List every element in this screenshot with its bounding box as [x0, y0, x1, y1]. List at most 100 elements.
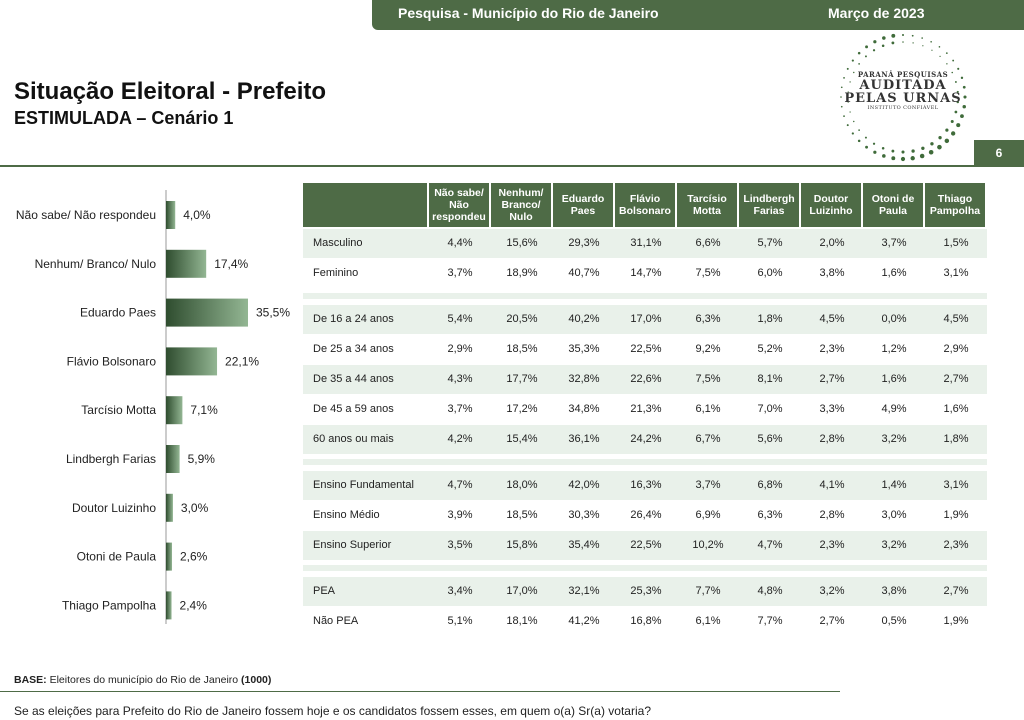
table-row: Ensino Médio 3,9% 18,5% 30,3% 26,4% 6,9% 6,3% 2… [303, 501, 987, 530]
table-cell: 18,0% [506, 479, 538, 491]
category-label: Lindbergh Farias [66, 452, 156, 466]
row-label: Ensino Superior [313, 539, 392, 551]
table-cell: 32,1% [568, 585, 600, 597]
table-cell: 4,5% [943, 313, 969, 325]
table-cell: 41,2% [568, 615, 600, 627]
row-label: Feminino [313, 267, 359, 279]
row-label: De 16 a 24 anos [313, 313, 394, 325]
row-label: Ensino Médio [313, 509, 380, 521]
table-cell: 32,8% [568, 373, 600, 385]
table-cell: 3,2% [819, 585, 845, 597]
table-cell: 30,3% [568, 509, 600, 521]
logo-dot [931, 49, 933, 51]
table-cell: 18,5% [506, 509, 538, 521]
table-cell: 1,5% [943, 237, 969, 249]
logo-dot-ring [840, 33, 967, 162]
logo-dot [928, 149, 934, 155]
table-cell: 6,0% [757, 267, 783, 279]
table-cell: 4,7% [757, 539, 783, 551]
logo-dot [901, 150, 905, 154]
table-cell: 5,1% [447, 615, 473, 627]
column-header: Flávio Bolsonaro [615, 183, 675, 227]
table-cell: 2,7% [943, 585, 969, 597]
table-cell: 1,4% [881, 479, 907, 491]
row-label: De 25 a 34 anos [313, 343, 394, 355]
logo-dot [851, 59, 854, 62]
logo-dot [840, 96, 842, 98]
logo-dot [865, 45, 868, 49]
value-label: 7,1% [190, 403, 218, 417]
page-number: 6 [974, 140, 1024, 167]
bar [166, 445, 180, 473]
table-cell: 15,4% [506, 433, 538, 445]
table-cell: 3,7% [447, 403, 473, 415]
table-cell: 2,0% [819, 237, 845, 249]
table-cell: 1,9% [943, 509, 969, 521]
survey-question: Se as eleições para Prefeito do Rio de J… [14, 704, 651, 718]
row-label: Ensino Fundamental [313, 479, 414, 491]
bar [166, 591, 172, 620]
table-cell: 4,2% [447, 433, 473, 445]
table-cell: 29,3% [568, 237, 600, 249]
table-cell: 3,8% [819, 267, 845, 279]
logo-dot [882, 36, 886, 40]
table-cell: 6,8% [757, 479, 783, 491]
table-cell: 14,7% [630, 267, 662, 279]
table-cell: 35,3% [568, 343, 600, 355]
table-cell: 9,2% [695, 343, 721, 355]
table-cell: 1,8% [943, 433, 969, 445]
table-cell: 3,7% [695, 479, 721, 491]
table-cell: 3,7% [447, 267, 473, 279]
logo-line-2: AUDITADA [859, 78, 947, 93]
logo-dot [849, 81, 851, 83]
column-header: Não sabe/ Não respondeu [429, 183, 489, 227]
logo-line-1: PARANÁ PESQUISAS [857, 70, 949, 79]
logo-dot [954, 81, 957, 83]
value-label: 35,5% [256, 306, 290, 320]
table-cell: 1,2% [881, 343, 907, 355]
logo-dot [950, 120, 954, 124]
group-separator [303, 459, 987, 465]
table-row: PEA 3,4% 17,0% 32,1% 25,3% 7,7% 4,8% 3,2% 3,8% 2,… [303, 577, 987, 606]
table-cell: 4,5% [819, 313, 845, 325]
table-cell: 1,9% [943, 615, 969, 627]
logo-dot [857, 51, 861, 55]
table-row: Não PEA 5,1% 18,1% 41,2% 16,8% 6,1% 7,7% 2,7% 0,… [303, 607, 987, 636]
logo-dot [840, 86, 843, 89]
table-cell: 6,6% [695, 237, 721, 249]
column-header: Nenhum/ Branco/ Nulo [491, 183, 551, 227]
category-label: Thiago Pampolha [62, 598, 156, 612]
logo-dot [921, 146, 925, 150]
logo-dot [921, 37, 924, 39]
table-cell: 5,2% [757, 343, 783, 355]
table-cell: 26,4% [630, 509, 662, 521]
logo-dot [853, 71, 855, 74]
row-label: De 35 a 44 anos [313, 373, 394, 385]
logo-dot [891, 33, 896, 38]
table-cell: 40,7% [568, 267, 600, 279]
logo-dot [954, 110, 958, 114]
table-cell: 5,4% [447, 313, 473, 325]
table-row: Feminino 3,7% 18,9% 40,7% 14,7% 7,5% 6,0% 3,8% 1… [303, 259, 987, 288]
table-cell: 18,1% [506, 615, 538, 627]
base-note: BASE: Eleitores do município do Rio de J… [14, 674, 271, 686]
logo-dot [922, 45, 924, 47]
table-cell: 2,7% [819, 373, 845, 385]
logo-dot [919, 153, 925, 159]
header-corner [303, 183, 427, 227]
logo-dot [873, 40, 877, 44]
logo-dot [847, 91, 849, 93]
logo-line-4: INSTITUTO CONFIÁVEL [867, 105, 939, 111]
table-cell: 21,3% [630, 403, 662, 415]
table-cell: 22,5% [630, 343, 662, 355]
logo-dot [910, 156, 915, 161]
table-cell: 16,8% [630, 615, 662, 627]
table-cell: 3,3% [819, 403, 845, 415]
base-text: Eleitores do município do Rio de Janeiro [49, 674, 239, 686]
table-cell: 31,1% [630, 237, 662, 249]
table-cell: 2,8% [819, 509, 845, 521]
logo-dot [857, 139, 861, 143]
table-cell: 3,5% [447, 539, 473, 551]
logo-dot [846, 124, 849, 127]
bar [166, 347, 218, 376]
